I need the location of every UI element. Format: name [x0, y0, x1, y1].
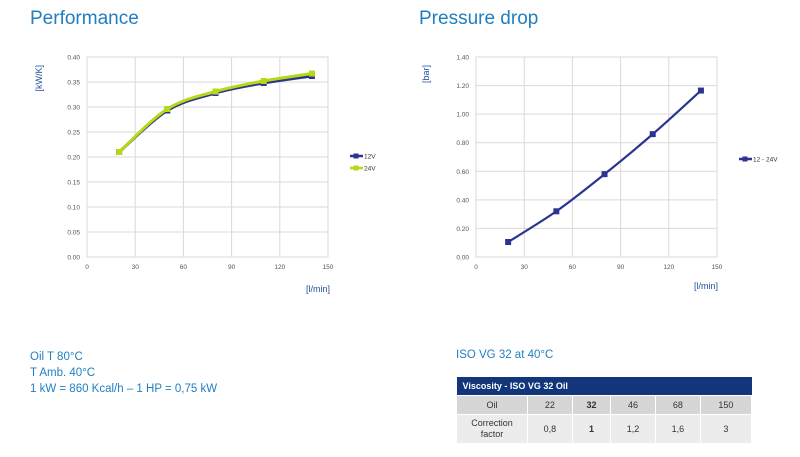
legend-swatch-marker: [742, 156, 748, 162]
pressure-drop-title: Pressure drop: [419, 8, 539, 29]
performance-chart: 0 30 60 90 120 150 0.00 0.05 0.10 0.15 0.20 0.25 0.3…: [34, 55, 376, 295]
viscosity-table: Viscosity - ISO VG 32 Oil Oil 22 32 46 6…: [456, 377, 753, 444]
x-tick-label: 120: [274, 264, 285, 271]
series-line-24v: [118, 72, 313, 154]
viscosity-table-header: Viscosity - ISO VG 32 Oil: [456, 377, 752, 396]
y-tick-label: 0.20: [67, 155, 80, 162]
table-cell: 22: [527, 395, 573, 415]
y-tick-label: 0.30: [67, 105, 80, 112]
y-tick-label: 1.20: [456, 83, 469, 90]
note-unit-conversion: 1 kW = 860 Kcal/h – 1 HP = 0,75 kW: [30, 383, 218, 395]
row-label-oil: Oil: [456, 395, 528, 415]
x-tick-label: 150: [712, 264, 723, 271]
y-tick-label: 1.40: [456, 55, 469, 62]
data-point-24v: [308, 70, 315, 77]
series-line-12v: [118, 74, 313, 154]
legend-label: 12 - 24V: [753, 156, 778, 163]
table-cell: 32: [571, 395, 612, 415]
table-row-oil: Oil 22 32 46 68 150: [456, 395, 753, 415]
y-tick-label: 1.00: [456, 112, 469, 119]
legend-label: 12V: [364, 153, 376, 160]
data-point-24v: [116, 149, 123, 155]
y-tick-label: 0.80: [456, 140, 469, 147]
x-axis-label: [l/min]: [306, 284, 330, 294]
series-line-12-24v: [507, 89, 702, 243]
legend-swatch-marker: [353, 165, 359, 171]
data-point-12-24v: [601, 171, 608, 178]
y-tick-label: 0.05: [67, 230, 80, 237]
table-cell: 3: [699, 414, 753, 444]
data-point-24v: [164, 106, 171, 112]
data-point-12-24v: [697, 87, 704, 94]
row-label-correction-factor: Correction factor: [456, 414, 528, 444]
data-point-12-24v: [649, 131, 656, 138]
y-axis-label: [kW/K]: [34, 65, 44, 92]
y-tick-label: 0.15: [67, 180, 80, 187]
x-tick-label: 90: [617, 264, 625, 271]
data-point-12-24v: [553, 208, 560, 215]
legend-label: 24V: [364, 165, 376, 172]
table-cell: 0,8: [527, 414, 573, 444]
x-tick-label: 60: [180, 264, 188, 271]
y-axis-label: [bar]: [421, 65, 431, 83]
viscosity-note: ISO VG 32 at 40°C: [456, 349, 554, 361]
y-tick-label: 0.40: [67, 55, 80, 62]
data-point-24v: [260, 78, 267, 84]
operating-notes: Oil T 80°C T Amb. 40°C 1 kW = 860 Kcal/h…: [30, 349, 217, 397]
y-tick-label: 0.40: [456, 197, 469, 204]
table-row-correction-factor: Correction factor 0,8 1 1,2 1,6 3: [456, 414, 753, 444]
y-tick-label: 0.00: [456, 255, 469, 262]
y-tick-label: 0.00: [67, 255, 80, 262]
x-tick-label: 90: [228, 264, 236, 271]
performance-title: Performance: [30, 8, 139, 29]
x-axis-label: [l/min]: [694, 281, 718, 291]
table-cell: 1,2: [610, 414, 656, 444]
y-tick-label: 0.60: [456, 169, 469, 176]
x-tick-label: 0: [85, 264, 89, 271]
data-point-24v: [212, 88, 219, 95]
table-cell: 1: [571, 414, 612, 444]
table-cell: 150: [699, 395, 753, 415]
table-cell: 68: [654, 395, 701, 415]
pressure-drop-chart: 0 30 60 90 120 150 0.00 0.20 0.40 0.60 0.80 1.00 1.2…: [421, 55, 778, 292]
y-tick-label: 0.10: [67, 205, 80, 212]
legend-swatch-marker: [353, 153, 359, 159]
table-cell: 46: [610, 395, 656, 415]
y-tick-label: 0.20: [456, 226, 469, 233]
x-tick-label: 120: [663, 264, 674, 271]
note-ambient-temperature: T Amb. 40°C: [30, 367, 96, 379]
note-oil-temperature: Oil T 80°C: [30, 351, 83, 363]
x-tick-label: 150: [323, 264, 334, 271]
x-tick-label: 30: [521, 264, 529, 271]
y-tick-label: 0.25: [67, 130, 80, 137]
table-cell: 1,6: [654, 414, 701, 444]
data-point-12-24v: [505, 239, 512, 245]
x-tick-label: 60: [569, 264, 577, 271]
x-tick-label: 30: [132, 264, 140, 271]
x-tick-label: 0: [474, 264, 478, 271]
plot-frame: [475, 56, 718, 258]
y-tick-label: 0.35: [67, 80, 80, 87]
